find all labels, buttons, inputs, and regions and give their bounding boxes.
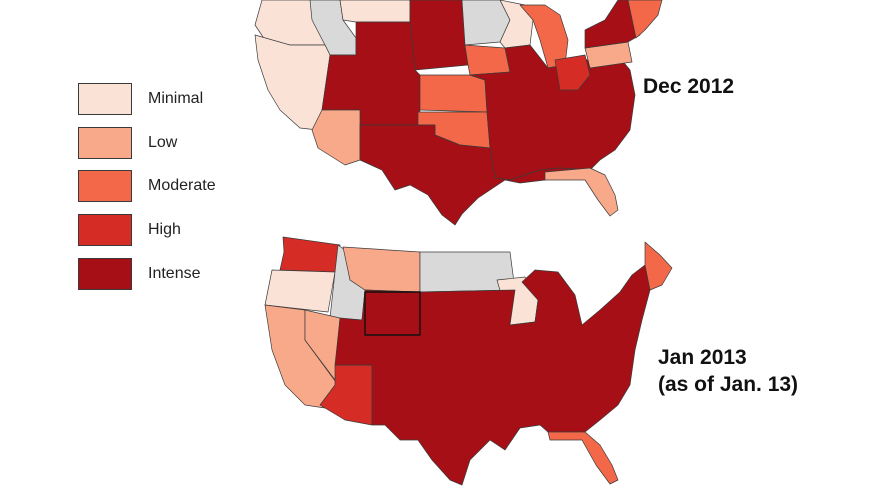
legend-label-moderate: Moderate — [148, 177, 216, 194]
legend-swatch-high — [78, 214, 132, 246]
map-label-dec-2012: Dec 2012 — [643, 75, 735, 98]
region-maine — [644, 241, 673, 291]
legend-swatch-low — [78, 127, 132, 159]
legend-item-moderate: Moderate — [78, 170, 278, 204]
region-dakotas — [409, 0, 469, 71]
legend-label-intense: Intense — [148, 265, 201, 282]
region-kansas — [419, 74, 488, 113]
legend-swatch-moderate — [78, 170, 132, 202]
legend-label-low: Low — [148, 134, 178, 151]
legend-item-high: High — [78, 214, 278, 248]
map-label-jan-2013: Jan 2013 (as of Jan. 13) — [658, 346, 799, 396]
region-montana — [339, 0, 411, 23]
region-florida — [544, 167, 619, 217]
region-arizona — [311, 109, 361, 166]
legend-item-minimal: Minimal — [78, 83, 278, 117]
map-jan-2013 — [264, 236, 673, 486]
region-washington — [279, 236, 341, 273]
region-iowa — [464, 44, 511, 76]
map-dec-2012 — [254, 0, 663, 226]
legend-swatch-minimal — [78, 83, 132, 115]
legend-label-high: High — [148, 221, 181, 238]
legend-item-intense: Intense — [78, 258, 278, 292]
region-new-england — [627, 0, 663, 39]
region-florida — [547, 431, 619, 485]
region-oregon — [264, 269, 336, 313]
region-wyoming — [364, 291, 421, 336]
legend-label-minimal: Minimal — [148, 90, 204, 107]
legend-swatch-intense — [78, 258, 132, 290]
legend-item-low: Low — [78, 127, 278, 161]
region-ohio — [554, 54, 591, 91]
